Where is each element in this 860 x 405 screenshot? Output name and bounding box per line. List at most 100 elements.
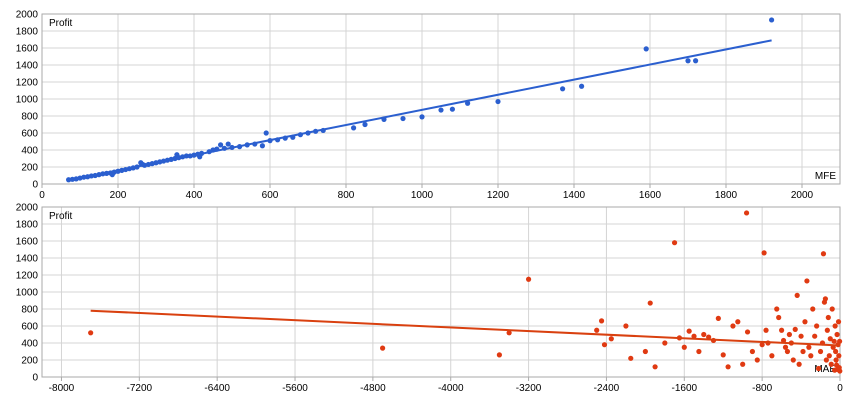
mae-data-point	[594, 327, 600, 333]
mae-data-point	[608, 336, 614, 342]
mae-data-point	[808, 353, 814, 359]
mae-x-tick-label: -4000	[438, 383, 464, 394]
mae-x-tick-label: -7200	[127, 383, 153, 394]
mfe-x-tick-label: 800	[338, 190, 355, 201]
mae-data-point	[671, 240, 678, 246]
mae-data-point	[740, 361, 746, 367]
mae-data-point	[525, 276, 532, 282]
mae-data-point	[827, 336, 833, 342]
mae-data-point	[662, 340, 668, 346]
mae-y-tick-label: 1000	[16, 288, 39, 299]
mae-plot-frame	[41, 206, 841, 378]
mfe-y-tick-label: 0	[32, 180, 38, 191]
mfe-x-tick-label: 200	[110, 190, 127, 201]
mae-data-point	[829, 306, 835, 312]
mae-y-tick-label: 200	[21, 356, 38, 367]
mae-data-point	[837, 368, 843, 374]
mae-data-point	[834, 331, 840, 338]
mae-data-point	[780, 337, 787, 344]
mae-data-point	[720, 352, 726, 358]
mfe-y-tick-label: 800	[21, 112, 38, 123]
mae-data-point	[794, 292, 800, 298]
mfe-x-tick-label: 600	[262, 190, 279, 201]
mae-data-point	[817, 348, 824, 355]
mae-data-point	[601, 342, 608, 348]
mae-data-point	[743, 210, 750, 216]
mfe-plot-frame	[41, 13, 841, 185]
mae-data-point	[826, 353, 832, 359]
mfe-data-point	[560, 86, 566, 92]
mfe-data-point	[643, 46, 649, 52]
mae-x-tick-label: 0	[837, 383, 843, 394]
mfe-data-point	[362, 121, 368, 128]
mfe-data-point	[579, 83, 585, 89]
mae-data-point	[681, 344, 687, 350]
mfe-data-point	[225, 141, 231, 147]
mfe-x-axis-label: MFE	[815, 171, 836, 182]
mfe-y-tick-label: 1000	[16, 95, 39, 106]
mae-data-point	[506, 330, 512, 336]
mfe-x-tick-label: 0	[39, 190, 45, 201]
mae-data-point	[832, 323, 838, 329]
mae-data-point	[623, 323, 629, 329]
mae-data-point	[796, 361, 802, 367]
mfe-x-tick-label: 1800	[715, 190, 738, 201]
mfe-y-tick-label: 600	[21, 129, 38, 140]
mae-data-point	[759, 342, 765, 348]
mae-data-point	[833, 357, 839, 363]
mae-x-tick-label: -5600	[282, 383, 308, 394]
mae-data-point	[642, 348, 648, 355]
mae-data-point	[784, 348, 791, 355]
mfe-data-point	[400, 115, 406, 122]
mae-data-point	[823, 357, 829, 363]
mae-data-point	[802, 319, 808, 325]
mfe-data-point	[438, 107, 444, 113]
mae-data-point	[810, 306, 816, 312]
mae-data-point	[833, 348, 839, 355]
mae-data-point	[696, 348, 702, 355]
mae-data-point	[825, 314, 831, 321]
mae-data-point	[706, 334, 712, 340]
mae-y-tick-label: 1600	[16, 237, 39, 248]
mae-y-tick-label: 800	[21, 305, 38, 316]
mfe-data-point	[218, 142, 224, 148]
mfe-y-axis-label: Profit	[49, 18, 73, 29]
mfe-data-point	[495, 98, 501, 105]
mae-y-tick-label: 1200	[16, 271, 39, 282]
mae-data-point	[774, 306, 780, 312]
mae-data-point	[837, 338, 843, 344]
mae-data-point	[782, 344, 789, 350]
mae-data-point	[800, 348, 806, 355]
mfe-y-tick-label: 2000	[16, 10, 39, 21]
mae-chart-panel: -8000 -7200 -6400 -5600 -4800 -4000 -3200 -2400…	[16, 203, 843, 395]
mae-data-point	[806, 344, 812, 350]
mae-data-point	[761, 250, 767, 256]
mae-data-point	[380, 345, 386, 351]
mfe-chart-panel: 0 200 400 600 800 1000 1200 1400 1600 1800 2000 0 20…	[16, 10, 841, 201]
mae-data-point	[744, 329, 751, 335]
mae-data-point	[725, 364, 731, 370]
mfe-x-tick-label: 2000	[791, 190, 814, 201]
mae-data-point	[792, 326, 798, 332]
mae-data-point	[686, 328, 692, 334]
mae-data-point	[824, 327, 830, 333]
mae-y-axis-label: Profit	[49, 211, 73, 222]
mae-data-point	[828, 361, 834, 367]
mae-x-tick-label: -6400	[204, 383, 230, 394]
mae-data-point	[814, 323, 820, 329]
mae-x-tick-label: -2400	[594, 383, 620, 394]
mae-y-tick-label: 600	[21, 322, 38, 333]
mae-data-point	[790, 357, 796, 363]
mae-data-point	[776, 314, 782, 321]
mae-data-point	[798, 333, 804, 339]
mae-data-point	[754, 357, 760, 363]
mae-trendline	[90, 309, 841, 347]
mfe-data-point	[769, 17, 775, 23]
mae-data-point	[786, 331, 792, 338]
mae-data-point	[496, 352, 502, 358]
mae-x-tick-label: -1600	[672, 383, 698, 394]
mae-x-tick-label: -4800	[360, 383, 386, 394]
mae-x-tick-label: -3200	[516, 383, 542, 394]
mae-data-point	[835, 319, 842, 325]
mae-data-point	[804, 278, 810, 284]
